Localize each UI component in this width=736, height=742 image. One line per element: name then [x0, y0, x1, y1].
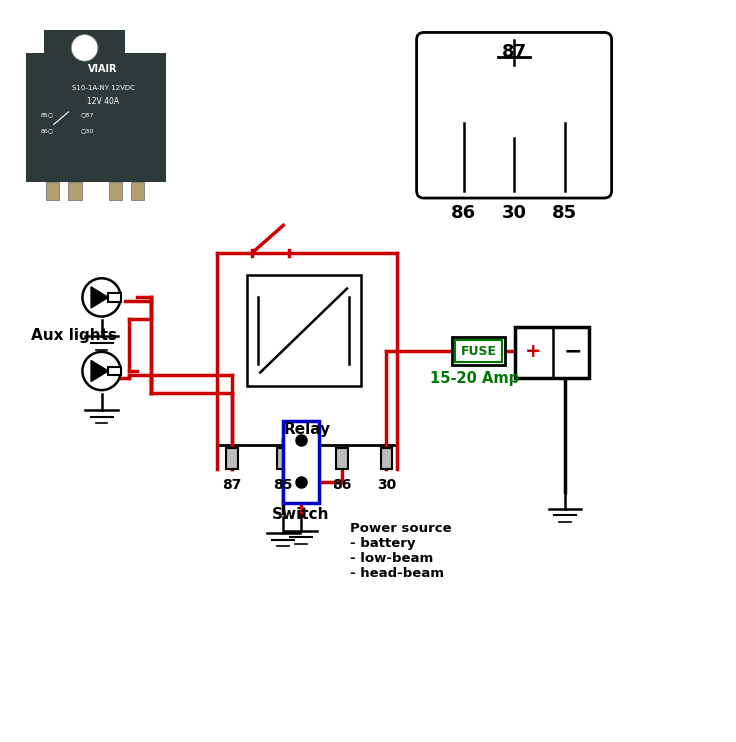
Bar — [68, 182, 82, 200]
Bar — [247, 275, 361, 386]
FancyBboxPatch shape — [417, 33, 612, 198]
Text: 85○: 85○ — [40, 111, 54, 116]
Bar — [44, 30, 125, 65]
Text: 85: 85 — [274, 478, 293, 492]
Text: 30: 30 — [502, 204, 526, 222]
Polygon shape — [91, 287, 108, 308]
Bar — [46, 182, 59, 200]
Bar — [277, 448, 289, 469]
Text: FUSE: FUSE — [461, 344, 496, 358]
Text: 12V 40A: 12V 40A — [87, 97, 119, 107]
Text: Aux lights: Aux lights — [31, 328, 116, 343]
Bar — [455, 340, 502, 362]
Bar — [108, 293, 121, 301]
Bar — [108, 367, 121, 375]
Bar — [381, 448, 392, 469]
Bar — [452, 337, 505, 365]
Polygon shape — [91, 361, 108, 381]
Text: 15-20 Amp: 15-20 Amp — [430, 371, 520, 386]
Bar — [109, 182, 122, 200]
Circle shape — [82, 278, 121, 317]
Text: 86: 86 — [451, 204, 476, 222]
Bar — [515, 326, 589, 378]
Text: ○87: ○87 — [81, 111, 94, 116]
Text: Switch: Switch — [272, 508, 330, 522]
Circle shape — [71, 35, 98, 61]
Text: ○30: ○30 — [81, 128, 94, 133]
Text: 86: 86 — [333, 478, 352, 492]
Text: +: + — [526, 341, 542, 361]
Bar — [283, 421, 319, 504]
Text: Relay: Relay — [284, 422, 331, 437]
Text: 87: 87 — [501, 43, 527, 61]
Bar — [226, 448, 238, 469]
Bar — [131, 182, 144, 200]
Text: 86○: 86○ — [40, 128, 54, 133]
Text: S10-1A-NY 12VDC: S10-1A-NY 12VDC — [71, 85, 135, 91]
Bar — [26, 53, 166, 182]
Bar — [217, 253, 397, 444]
Text: 85: 85 — [552, 204, 577, 222]
Bar — [336, 448, 348, 469]
Circle shape — [82, 352, 121, 390]
Text: Power source
- battery
- low-beam
- head-beam: Power source - battery - low-beam - head… — [350, 522, 451, 580]
Text: 87: 87 — [222, 478, 241, 492]
Text: −: − — [563, 341, 582, 361]
Text: VIAIR: VIAIR — [88, 64, 118, 73]
Text: 30: 30 — [377, 478, 396, 492]
